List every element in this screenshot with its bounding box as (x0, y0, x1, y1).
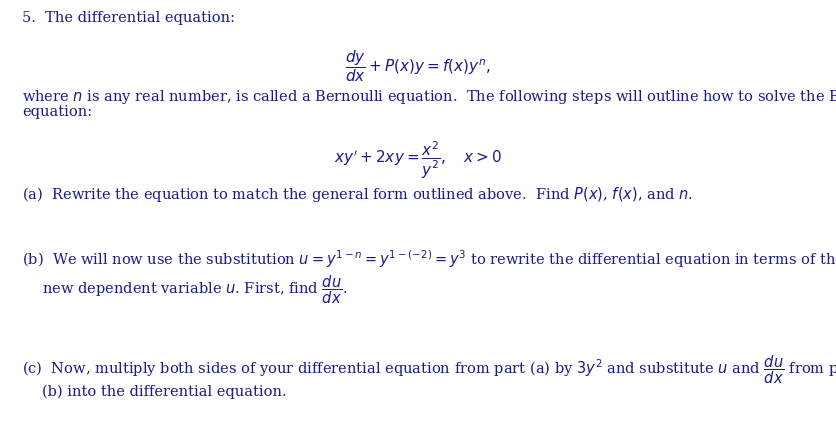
Text: 5.  The differential equation:: 5. The differential equation: (22, 11, 235, 25)
Text: (b) into the differential equation.: (b) into the differential equation. (42, 385, 286, 400)
Text: new dependent variable $u$. First, find $\dfrac{du}{dx}$.: new dependent variable $u$. First, find … (42, 273, 347, 306)
Text: where $n$ is any real number, is called a Bernoulli equation.  The following ste: where $n$ is any real number, is called … (22, 88, 836, 106)
Text: $\dfrac{dy}{dx} + P(x)y = f(x)y^n,$: $\dfrac{dy}{dx} + P(x)y = f(x)y^n,$ (344, 48, 491, 84)
Text: (c)  Now, multiply both sides of your differential equation from part (a) by $3y: (c) Now, multiply both sides of your dif… (22, 353, 836, 385)
Text: $xy' + 2xy = \dfrac{x^2}{y^2}, \quad x > 0$: $xy' + 2xy = \dfrac{x^2}{y^2}, \quad x >… (334, 140, 502, 181)
Text: (a)  Rewrite the equation to match the general form outlined above.  Find $P(x)$: (a) Rewrite the equation to match the ge… (22, 185, 692, 204)
Text: equation:: equation: (22, 105, 92, 119)
Text: (b)  We will now use the substitution $u = y^{1-n} = y^{1-(-2)} = y^3$ to rewrit: (b) We will now use the substitution $u … (22, 248, 836, 270)
